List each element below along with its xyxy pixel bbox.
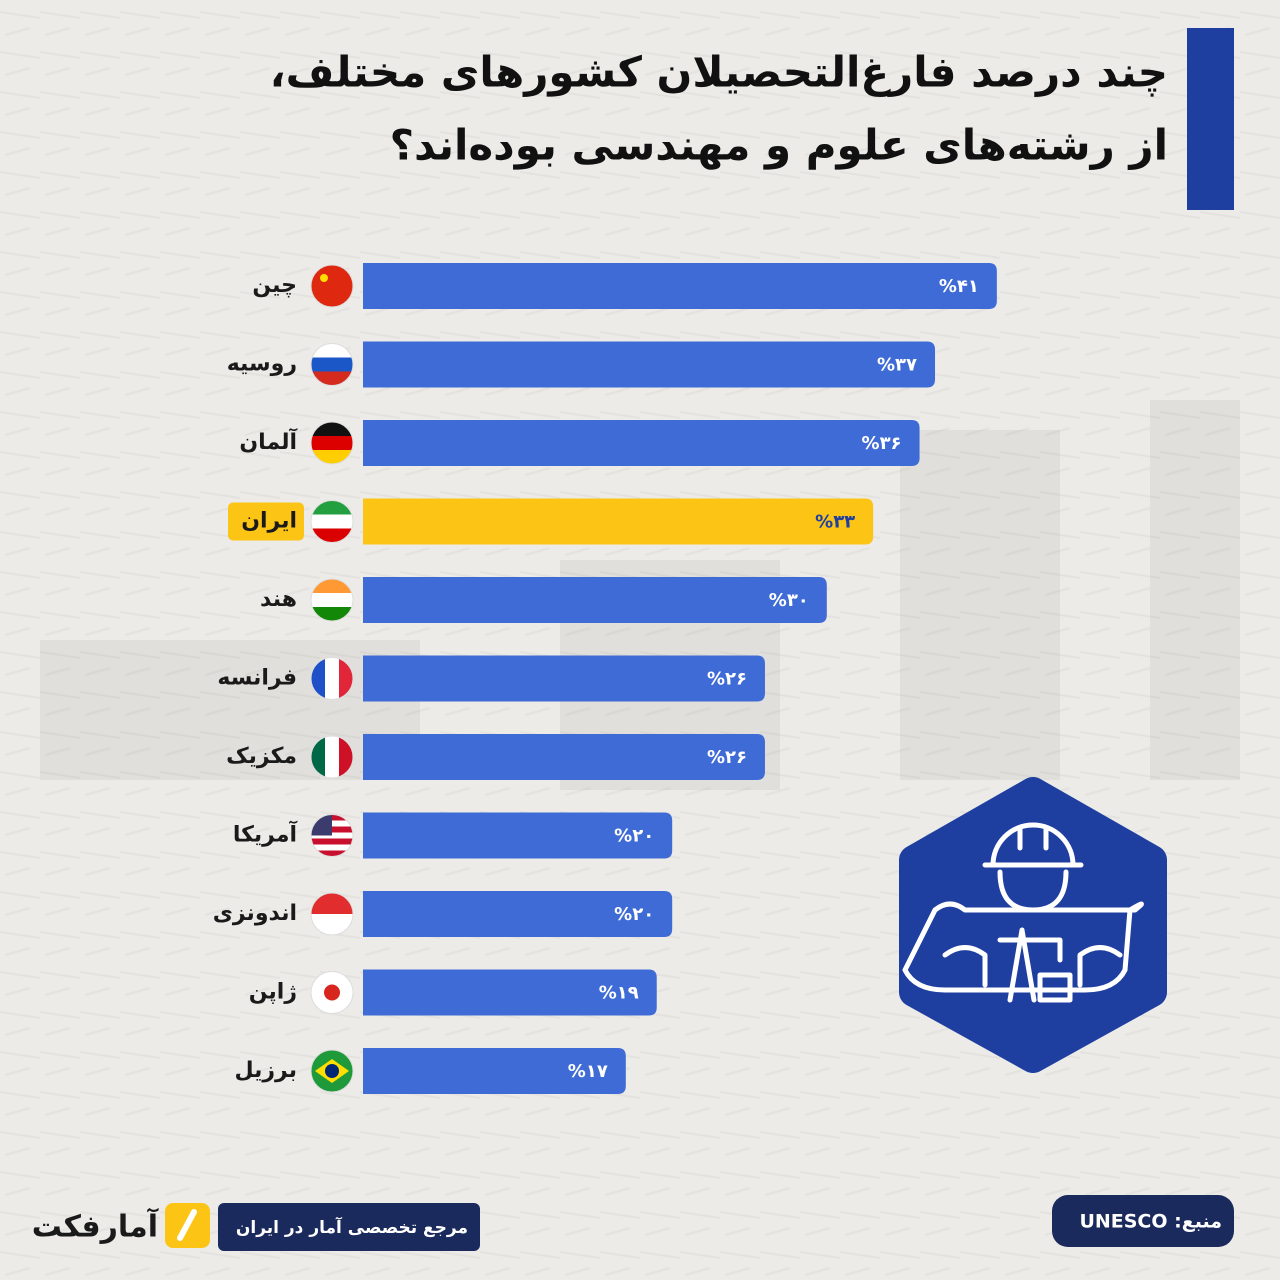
bar — [363, 655, 765, 702]
flag-stripe — [311, 914, 353, 935]
flag — [311, 579, 353, 621]
flag-stripe — [339, 736, 353, 778]
flag-star — [320, 274, 328, 282]
flag-stripe — [311, 593, 353, 608]
flag-border — [310, 735, 354, 779]
value-label: %۲۶ — [707, 669, 747, 690]
flag — [311, 893, 353, 935]
category-label: چین — [252, 273, 297, 298]
flag-stripe — [311, 893, 353, 915]
category-label: اندونزی — [213, 901, 297, 926]
value-label: %۳۰ — [769, 590, 809, 611]
flag-globe — [325, 1064, 339, 1078]
source-box — [1052, 1195, 1234, 1247]
flag-stripe — [311, 657, 326, 700]
flag — [311, 657, 353, 700]
value-label: %۳۳ — [815, 512, 855, 533]
source: منبع: UNESCO — [1079, 1211, 1222, 1233]
bar — [363, 498, 874, 545]
flag-border — [310, 657, 354, 700]
value-label: %۳۶ — [862, 433, 902, 454]
bar — [363, 891, 673, 937]
flag-border — [310, 264, 354, 308]
category-label: مکزیک — [226, 744, 297, 769]
flag-stripe — [339, 657, 353, 700]
brand: آمارفکت — [32, 1208, 159, 1245]
bar — [363, 734, 765, 780]
flag-dot — [324, 984, 340, 1001]
label-highlight — [228, 502, 304, 541]
value-label: %۲۶ — [707, 747, 747, 768]
flag — [311, 343, 353, 386]
flag-border — [310, 1049, 354, 1093]
flag-border — [310, 421, 354, 465]
flag-stripe — [311, 357, 353, 372]
flag-stripe — [311, 844, 353, 851]
flag-stripe — [311, 736, 326, 778]
flag-stripe — [311, 500, 353, 515]
flag-stripe — [311, 579, 353, 594]
chart-title: چند درصد فارغ‌التحصیلان کشورهای مختلف، — [270, 48, 1168, 98]
engineer-icon — [899, 777, 1167, 1073]
title-accent — [1187, 28, 1234, 210]
category-label: ایران — [241, 509, 297, 534]
bar — [363, 969, 657, 1016]
flag-border — [310, 971, 354, 1014]
flag — [311, 422, 353, 464]
flag — [311, 265, 353, 307]
bar — [363, 1048, 626, 1094]
flag-stripe — [311, 528, 353, 543]
flag-stripe — [311, 514, 353, 529]
value-label: %۴۱ — [939, 276, 979, 297]
flag-stripe — [325, 657, 340, 700]
flag-border — [310, 500, 354, 543]
flag-stripe — [311, 265, 353, 307]
bar — [363, 420, 920, 466]
category-label: آمریکا — [233, 820, 298, 848]
category-label: برزیل — [234, 1058, 297, 1083]
flag-stripe — [311, 838, 353, 845]
category-label: فرانسه — [217, 666, 297, 691]
flag-stripe — [311, 832, 353, 839]
category-label: روسیه — [227, 352, 297, 377]
value-label: %۱۷ — [568, 1061, 608, 1082]
value-label: %۱۹ — [599, 983, 639, 1004]
category-label: آلمان — [239, 427, 297, 455]
flag — [311, 1050, 353, 1092]
value-label: %۳۷ — [877, 355, 917, 376]
bar — [363, 341, 936, 388]
flag-border — [310, 578, 354, 622]
flag-stripe — [325, 736, 340, 778]
bar — [363, 812, 673, 859]
flag-stripe — [311, 371, 353, 386]
category-label: ژاپن — [249, 980, 297, 1005]
flag-stripe — [311, 436, 353, 451]
bar — [363, 577, 827, 623]
flag — [311, 971, 353, 1014]
tagline-box — [218, 1203, 480, 1251]
value-label: %۲۰ — [614, 826, 654, 847]
chart-title: از رشته‌های علوم و مهندسی بوده‌اند؟ — [390, 121, 1168, 171]
flag-stripe — [311, 607, 353, 621]
flag-stripe — [311, 850, 353, 857]
flag-border — [310, 343, 354, 386]
bars: %۴۱ چین %۳۷ روسیه %۳۶ آلمان %۳۳ ایران %۳۰ هند %۲۶ ف… — [213, 263, 997, 1094]
flag-stripe — [311, 422, 353, 437]
brand-mark-line — [177, 1209, 197, 1241]
flag — [311, 500, 353, 543]
flag — [311, 736, 353, 778]
value-label: %۲۰ — [614, 904, 654, 925]
flag-border — [310, 814, 354, 857]
bar — [363, 263, 997, 309]
flag-border — [310, 892, 354, 936]
flag-stripe — [311, 343, 353, 358]
category-label: هند — [260, 587, 297, 612]
tagline: مرجع تخصصی آمار در ایران — [236, 1216, 468, 1238]
flag-stripe — [311, 450, 353, 464]
